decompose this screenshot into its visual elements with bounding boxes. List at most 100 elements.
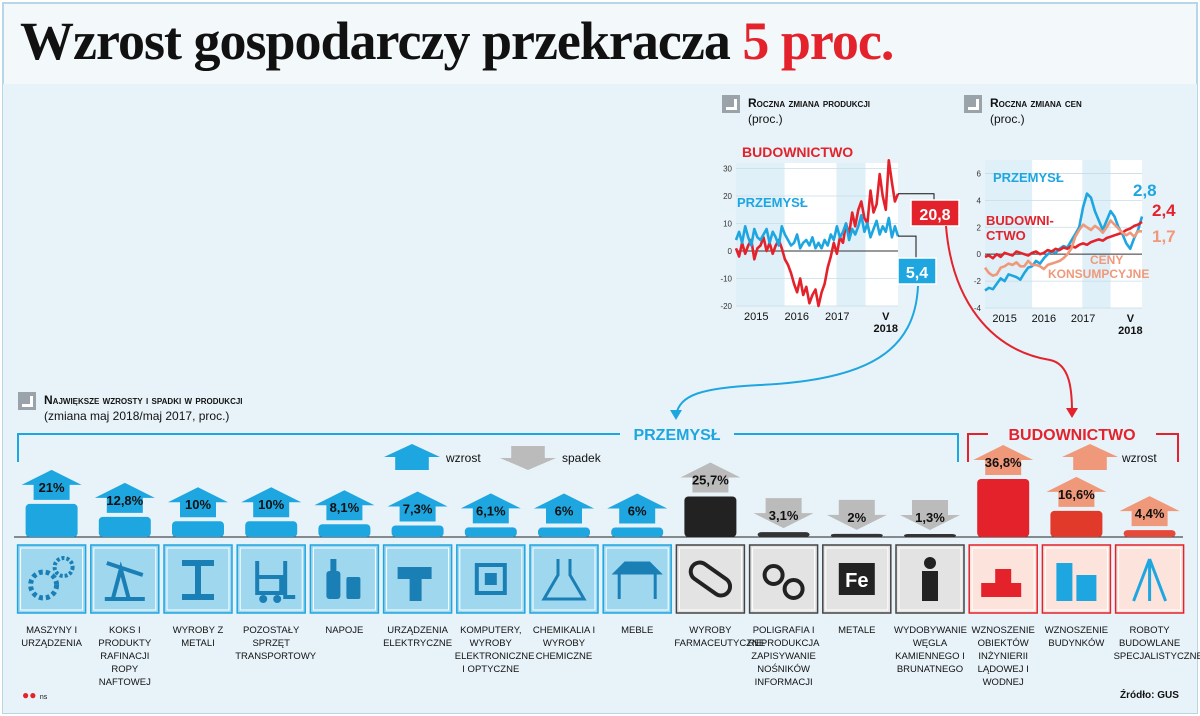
bars-heading: Największe wzrosty i spadki w produkcji — [44, 393, 243, 407]
y-tick-label: 0 — [728, 247, 733, 256]
series-name-ceny: KONSUMPCYJNE — [1048, 267, 1149, 281]
tile-inner-border — [678, 547, 742, 611]
bar — [538, 527, 590, 537]
bar-value-label: 6,1% — [476, 503, 506, 518]
series-line — [734, 159, 900, 308]
category-tile — [675, 544, 746, 614]
x-tick-label: V — [882, 311, 890, 323]
bar-value-label: 8,1% — [330, 500, 360, 515]
category-tile — [968, 544, 1038, 614]
bar-arrow-icon — [1119, 496, 1180, 527]
tile-inner-border — [605, 547, 669, 611]
x-tick-label: 2018 — [874, 323, 898, 335]
tile-inner-border — [459, 547, 523, 611]
series-name-budownictwo: BUDOWNICTWO — [742, 144, 853, 160]
prices-unit: (proc.) — [990, 112, 1025, 126]
bar-arrow-icon — [168, 487, 228, 518]
bar-value-label: 16,6% — [1058, 487, 1095, 502]
bar — [318, 524, 371, 537]
bar-arrow-icon — [1046, 476, 1107, 507]
tile-inner-border — [166, 547, 230, 611]
bar-value-label: 10% — [258, 497, 284, 512]
roller-icon — [782, 578, 805, 600]
building-icon — [1076, 575, 1097, 601]
leader-line — [898, 235, 917, 258]
tile-inner-border — [1118, 547, 1182, 611]
bars-unit: (zmiana maj 2018/maj 2017, proc.) — [44, 409, 230, 423]
bar — [1050, 510, 1103, 537]
tile-inner-border — [312, 547, 376, 611]
category-label: KOMPUTERY, WYROBY ELEKTRONICZNE I OPTYCZ… — [454, 625, 535, 675]
bar — [25, 503, 78, 537]
group-label-budownictwo: BUDOWNICTWO — [1008, 427, 1135, 444]
series-line — [984, 192, 1144, 292]
category-label: URZĄDZENIA ELEKTRYCZNE — [383, 625, 453, 649]
y-tick-label: -20 — [720, 302, 732, 311]
bar-value-label: 2% — [847, 510, 866, 525]
value-box-red — [910, 199, 960, 227]
bar — [611, 527, 664, 537]
tile-inner-border — [239, 547, 303, 611]
prices-heading: Roczna zmiana cen — [990, 96, 1082, 110]
value-label-przemysl: 2,8 — [1133, 181, 1157, 200]
source-note: Źródło: GUS — [1120, 690, 1179, 701]
bar-arrow-icon — [607, 493, 668, 524]
wheel-icon — [259, 595, 268, 603]
legend-up-label: wzrost — [445, 451, 481, 465]
bar — [830, 533, 883, 537]
bar-value-label: 6% — [628, 504, 647, 519]
series-name-budownictwo: BUDOWNI- — [986, 213, 1054, 228]
y-tick-label: -10 — [720, 275, 732, 284]
bar — [1123, 530, 1176, 537]
bar-arrow-icon — [241, 487, 302, 518]
wheel-icon — [273, 595, 282, 603]
bracket-przemysl — [734, 433, 959, 462]
table-icon — [611, 561, 663, 599]
flask-icon — [541, 559, 587, 601]
page-title: Wzrost gospodarczy przekracza 5 proc. — [20, 11, 894, 71]
bar-value-label: 7,3% — [403, 501, 433, 516]
bar-value-label: 4,4% — [1135, 506, 1165, 521]
bar — [245, 521, 298, 537]
category-label: WYDOBYWANIE WĘGLA KAMIENNEGO I BRUNATNEG… — [894, 625, 968, 675]
category-label: NAPOJE — [325, 625, 364, 636]
miner-body-icon — [922, 571, 938, 601]
tile-inner-border — [93, 547, 157, 611]
tile-inner-border — [971, 547, 1035, 611]
category-label: METALE — [838, 625, 876, 636]
bar-value-label: 1,3% — [915, 510, 945, 525]
connector-arrow-red — [945, 225, 1073, 413]
category-label: POLIGRAFIA I REPRODUKCJA ZAPISYWANIE NOŚ… — [747, 625, 820, 688]
steel-beam-icon — [182, 560, 214, 600]
y-tick-label: 6 — [977, 169, 982, 178]
arrow-icon — [722, 95, 740, 113]
chip-core-icon — [484, 573, 497, 585]
year-band — [985, 160, 1033, 308]
value-label-budownictwo: 20,8 — [919, 207, 950, 224]
arrow-icon — [964, 95, 982, 113]
bar-value-label: 10% — [185, 497, 211, 512]
value-label-budownictwo: 2,4 — [1152, 201, 1176, 220]
arrowhead-icon — [670, 410, 682, 420]
category-tile — [309, 544, 380, 614]
ingot-icon — [838, 563, 875, 595]
miner-head-icon — [924, 557, 936, 569]
legend-up-arrow-icon — [1062, 444, 1118, 470]
value-box-blue — [897, 257, 937, 285]
x-tick-label: 2018 — [1118, 325, 1142, 337]
production-unit: (proc.) — [748, 112, 783, 126]
category-tile — [16, 544, 87, 614]
category-label: POZOSTAŁY SPRZĘT TRANSPORTOWY — [235, 625, 317, 662]
bar-arrow-icon — [387, 491, 448, 522]
category-label: WZNOSZENIE BUDYNKÓW — [1044, 625, 1109, 649]
y-tick-label: 2 — [977, 223, 982, 232]
bar-arrow-icon — [94, 482, 155, 513]
bar — [391, 525, 444, 537]
bar-arrow-icon — [21, 469, 82, 500]
y-tick-label: 4 — [977, 196, 982, 205]
category-tile — [529, 544, 599, 614]
legend-down-arrow-icon — [500, 446, 556, 470]
bar-value-label: 25,7% — [692, 472, 729, 487]
bar-arrow-icon — [900, 500, 960, 530]
tile-inner-border — [898, 547, 962, 611]
